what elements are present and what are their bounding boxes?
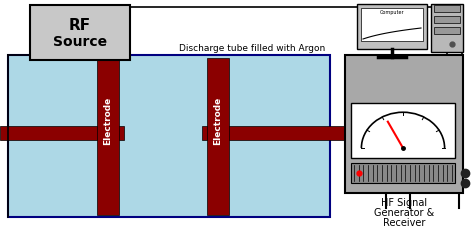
Bar [434,27,460,34]
Bar [0,126,124,140]
Bar [345,55,463,193]
Text: Computer: Computer [380,10,404,15]
Text: Electrode: Electrode [213,96,222,145]
Bar [30,5,130,60]
Text: Generator &: Generator & [374,208,434,218]
Text: RF: RF [69,18,91,33]
Text: HF Signal: HF Signal [381,198,427,208]
Text: Receiver: Receiver [383,218,425,228]
Bar [351,103,455,158]
Bar [8,55,330,217]
Bar [351,163,455,183]
Bar [202,126,345,140]
Text: Electrode: Electrode [103,96,112,145]
Bar [97,58,119,215]
Bar [357,4,427,49]
Text: Discharge tube filled with Argon: Discharge tube filled with Argon [179,44,325,53]
Bar [434,5,460,12]
Bar [207,58,229,215]
Bar [431,4,463,52]
Text: Source: Source [53,35,107,49]
Bar [434,16,460,23]
Bar [361,8,423,41]
